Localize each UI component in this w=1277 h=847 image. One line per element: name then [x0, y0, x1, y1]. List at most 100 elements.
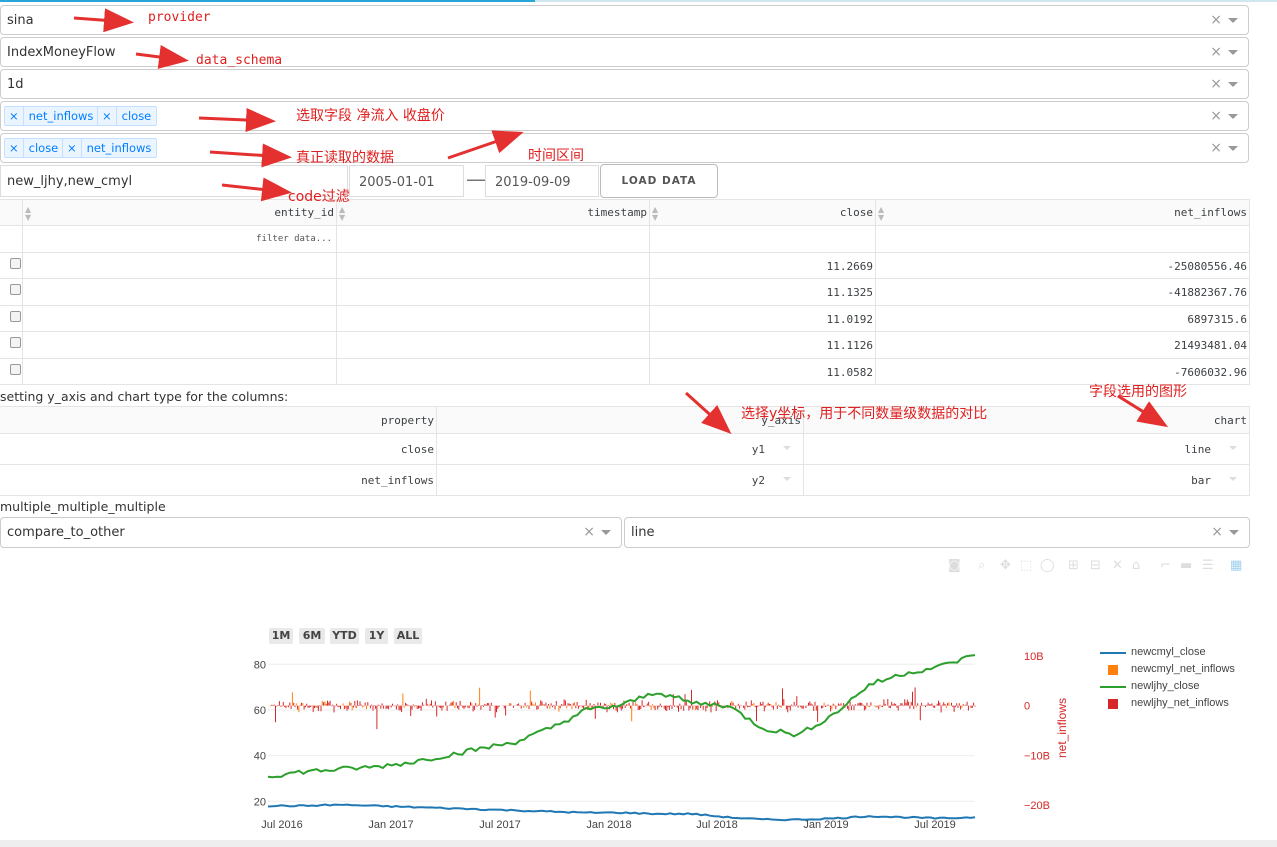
- range-button[interactable]: 1M: [269, 628, 293, 644]
- plotly-logo-icon[interactable]: ▦: [1230, 558, 1243, 573]
- chevron-down-icon[interactable]: [783, 446, 791, 450]
- chip-remove-icon[interactable]: ×: [98, 107, 117, 125]
- column-chip[interactable]: × close: [97, 106, 158, 126]
- zoom-icon[interactable]: ⌕: [978, 558, 986, 573]
- column-header[interactable]: ▲ ▼ timestamp: [337, 200, 650, 226]
- clear-icon[interactable]: ×: [1210, 76, 1222, 92]
- column-header[interactable]: ▲ ▼ net_inflows: [876, 200, 1250, 226]
- row-checkbox[interactable]: [10, 258, 21, 269]
- legend-item[interactable]: newcmyl_net_inflows: [1098, 662, 1268, 678]
- sort-icon[interactable]: ▲ ▼: [652, 205, 659, 222]
- chevron-down-icon[interactable]: [1228, 18, 1238, 23]
- chip-remove-icon[interactable]: ×: [63, 139, 82, 157]
- chart-type-select[interactable]: line: [804, 434, 1250, 465]
- camera-icon[interactable]: ◙: [948, 558, 961, 573]
- column-header[interactable]: ▲ ▼ close: [650, 200, 876, 226]
- column-chip[interactable]: × close: [4, 138, 65, 158]
- y-axis-select[interactable]: y2: [437, 465, 804, 496]
- sort-icon[interactable]: ▲ ▼: [878, 205, 885, 222]
- table-cell: 6897315.6: [876, 305, 1250, 333]
- columns-multiselect[interactable]: × net_inflows × close ×: [0, 101, 1249, 131]
- hover-compare-icon[interactable]: ☰: [1202, 558, 1214, 573]
- level-dropdown[interactable]: 1d ×: [0, 69, 1249, 99]
- chart-modebar: ◙ ⌕ ✥ ⬚ ◯ ⊞ ⊟ ✕ ⌂ ⌐ ▬ ☰ ▦: [948, 558, 1248, 574]
- header-label: entity_id: [274, 206, 334, 219]
- row-checkbox[interactable]: [10, 310, 21, 322]
- y-axis-select[interactable]: y1: [437, 434, 804, 465]
- y-tick-label: 20: [254, 796, 266, 808]
- start-date-input[interactable]: 2005-01-01: [349, 165, 464, 197]
- chip-remove-icon[interactable]: ×: [5, 139, 24, 157]
- table-cell: -41882367.76: [876, 279, 1250, 306]
- clear-icon[interactable]: ×: [1210, 140, 1222, 156]
- chart-type-dropdown[interactable]: line ×: [624, 517, 1250, 548]
- filter-cell[interactable]: [876, 226, 1250, 253]
- end-date-input[interactable]: 2019-09-09: [485, 165, 599, 197]
- filter-cell[interactable]: [650, 226, 876, 253]
- y-axis-value: y1: [751, 443, 765, 456]
- autoscale-icon[interactable]: ✕: [1112, 558, 1123, 573]
- lasso-icon[interactable]: ◯: [1040, 558, 1055, 573]
- chevron-down-icon[interactable]: [601, 530, 611, 535]
- bottom-scrollbar[interactable]: [0, 840, 1277, 847]
- column-chip[interactable]: × net_inflows: [4, 106, 100, 126]
- row-select-cell: [0, 305, 23, 333]
- pan-icon[interactable]: ✥: [1000, 558, 1011, 573]
- spike-icon[interactable]: ⌐: [1160, 558, 1171, 573]
- column-header[interactable]: ▲ ▼ entity_id: [23, 200, 337, 226]
- table-cell: [23, 332, 337, 359]
- chip-remove-icon[interactable]: ×: [5, 107, 24, 125]
- table-cell: [337, 253, 650, 280]
- range-button[interactable]: YTD: [330, 628, 359, 644]
- clear-icon[interactable]: ×: [583, 524, 595, 540]
- row-checkbox[interactable]: [10, 337, 21, 349]
- load-data-button[interactable]: LOAD DATA: [600, 164, 718, 198]
- sort-icon[interactable]: ▲ ▼: [25, 205, 32, 222]
- chevron-down-icon[interactable]: [1228, 146, 1238, 151]
- legend-item[interactable]: newljhy_close: [1098, 679, 1268, 695]
- filter-cell[interactable]: filter data...: [23, 226, 337, 253]
- clear-icon[interactable]: ×: [1211, 524, 1223, 540]
- x-tick-label: Jul 2019: [914, 819, 956, 831]
- y2-axis-label: net_inflows: [1055, 698, 1069, 758]
- home-icon[interactable]: ⌂: [1132, 558, 1141, 573]
- clear-icon[interactable]: ×: [1210, 108, 1222, 124]
- clear-icon[interactable]: ×: [1210, 12, 1222, 28]
- series-line: [267, 803, 976, 822]
- zoom-out-icon[interactable]: ⊟: [1090, 558, 1101, 573]
- chip-label: close: [28, 141, 59, 155]
- box-select-icon[interactable]: ⬚: [1020, 558, 1033, 573]
- data-schema-dropdown[interactable]: IndexMoneyFlow ×: [0, 37, 1249, 67]
- table-cell: 11.0192: [650, 305, 876, 333]
- zoom-in-icon[interactable]: ⊞: [1068, 558, 1079, 573]
- chevron-down-icon[interactable]: [1229, 530, 1239, 535]
- chevron-down-icon[interactable]: [1229, 477, 1237, 481]
- hover-closest-icon[interactable]: ▬: [1180, 558, 1193, 573]
- row-checkbox[interactable]: [10, 363, 21, 375]
- read-columns-multiselect[interactable]: × close × net_inflows ×: [0, 133, 1249, 163]
- compare-mode-value: compare_to_other: [7, 525, 125, 540]
- series-line: [267, 654, 976, 779]
- row-checkbox[interactable]: [10, 284, 21, 296]
- range-button[interactable]: ALL: [394, 628, 422, 644]
- chart-type-value: line: [1184, 443, 1212, 456]
- chevron-down-icon[interactable]: [1228, 82, 1238, 87]
- chevron-down-icon[interactable]: [1229, 446, 1237, 450]
- filter-cell[interactable]: [337, 226, 650, 253]
- chevron-down-icon[interactable]: [1228, 50, 1238, 55]
- provider-dropdown[interactable]: sina ×: [0, 5, 1249, 35]
- sort-icon[interactable]: ▲ ▼: [339, 205, 346, 222]
- range-button[interactable]: 6M: [299, 628, 325, 644]
- legend-item[interactable]: newljhy_net_inflows: [1098, 696, 1268, 712]
- legend-item[interactable]: newcmyl_close: [1098, 645, 1268, 661]
- clear-icon[interactable]: ×: [1210, 44, 1222, 60]
- axis-settings-table: property y_axis chart close y1 line net_…: [0, 406, 1250, 496]
- chevron-down-icon[interactable]: [783, 477, 791, 481]
- chart-type-select[interactable]: bar: [804, 465, 1250, 496]
- column-header: y_axis: [437, 407, 804, 434]
- data-schema-value: IndexMoneyFlow: [7, 45, 116, 60]
- range-button[interactable]: 1Y: [365, 628, 388, 644]
- compare-mode-dropdown[interactable]: compare_to_other ×: [0, 517, 622, 548]
- chevron-down-icon[interactable]: [1228, 114, 1238, 119]
- column-chip[interactable]: × net_inflows: [62, 138, 158, 158]
